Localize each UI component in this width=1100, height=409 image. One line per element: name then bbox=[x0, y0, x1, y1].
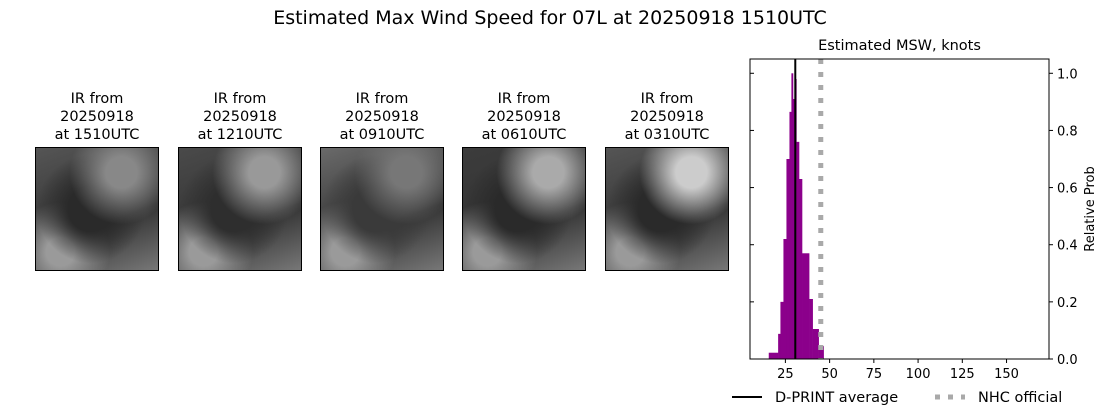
x-tick-label: 100 bbox=[906, 367, 931, 382]
legend-dprint-label: D-PRINT average bbox=[775, 390, 898, 406]
histogram-bar bbox=[768, 352, 779, 359]
legend-nhc-label: NHC official bbox=[978, 390, 1062, 406]
histogram-bar bbox=[802, 253, 810, 359]
y-tick-label: 0.4 bbox=[1057, 239, 1078, 254]
ir-panel-title: IR from 20250918 at 0910UTC bbox=[339, 91, 425, 143]
chart-title: Estimated MSW, knots bbox=[818, 38, 981, 54]
ir-panel-title: IR from 20250918 at 1510UTC bbox=[54, 91, 140, 143]
y-tick-label: 0.0 bbox=[1057, 353, 1078, 368]
ir-satellite-image bbox=[178, 147, 302, 271]
x-tick-label: 75 bbox=[866, 367, 883, 382]
histogram-bar bbox=[792, 99, 796, 359]
histogram-bar bbox=[818, 346, 824, 359]
y-tick-label: 0.6 bbox=[1057, 182, 1078, 197]
figure-title: Estimated Max Wind Speed for 07L at 2025… bbox=[273, 7, 827, 29]
histogram-bar bbox=[796, 141, 800, 359]
ir-panel-title: IR from 20250918 at 0610UTC bbox=[481, 91, 567, 143]
ir-satellite-image bbox=[320, 147, 444, 271]
ir-panel-title: IR from 20250918 at 1210UTC bbox=[197, 91, 283, 143]
y-axis-label: Relative Prob bbox=[1083, 166, 1098, 251]
histogram-bar bbox=[799, 179, 803, 359]
ir-satellite-image bbox=[462, 147, 586, 271]
y-tick-label: 0.2 bbox=[1057, 296, 1078, 311]
y-tick-label: 1.0 bbox=[1057, 67, 1078, 82]
axes-frame bbox=[749, 58, 1050, 360]
y-tick-label: 0.8 bbox=[1057, 124, 1078, 139]
histogram-bar bbox=[778, 333, 781, 359]
x-tick-label: 125 bbox=[950, 367, 975, 382]
histogram-bar bbox=[780, 301, 784, 359]
histogram-bar bbox=[786, 159, 790, 359]
x-tick-label: 50 bbox=[821, 367, 838, 382]
x-tick-label: 25 bbox=[777, 367, 794, 382]
ir-satellite-image bbox=[605, 147, 729, 271]
histogram-bar bbox=[783, 239, 787, 359]
histogram-bar bbox=[789, 111, 792, 359]
ir-panel-title: IR from 20250918 at 0310UTC bbox=[624, 91, 710, 143]
ir-satellite-image bbox=[35, 147, 159, 271]
histogram-bar bbox=[812, 329, 819, 359]
x-tick-label: 150 bbox=[994, 367, 1019, 382]
histogram-bar bbox=[809, 299, 813, 359]
histogram-bar bbox=[791, 73, 794, 360]
